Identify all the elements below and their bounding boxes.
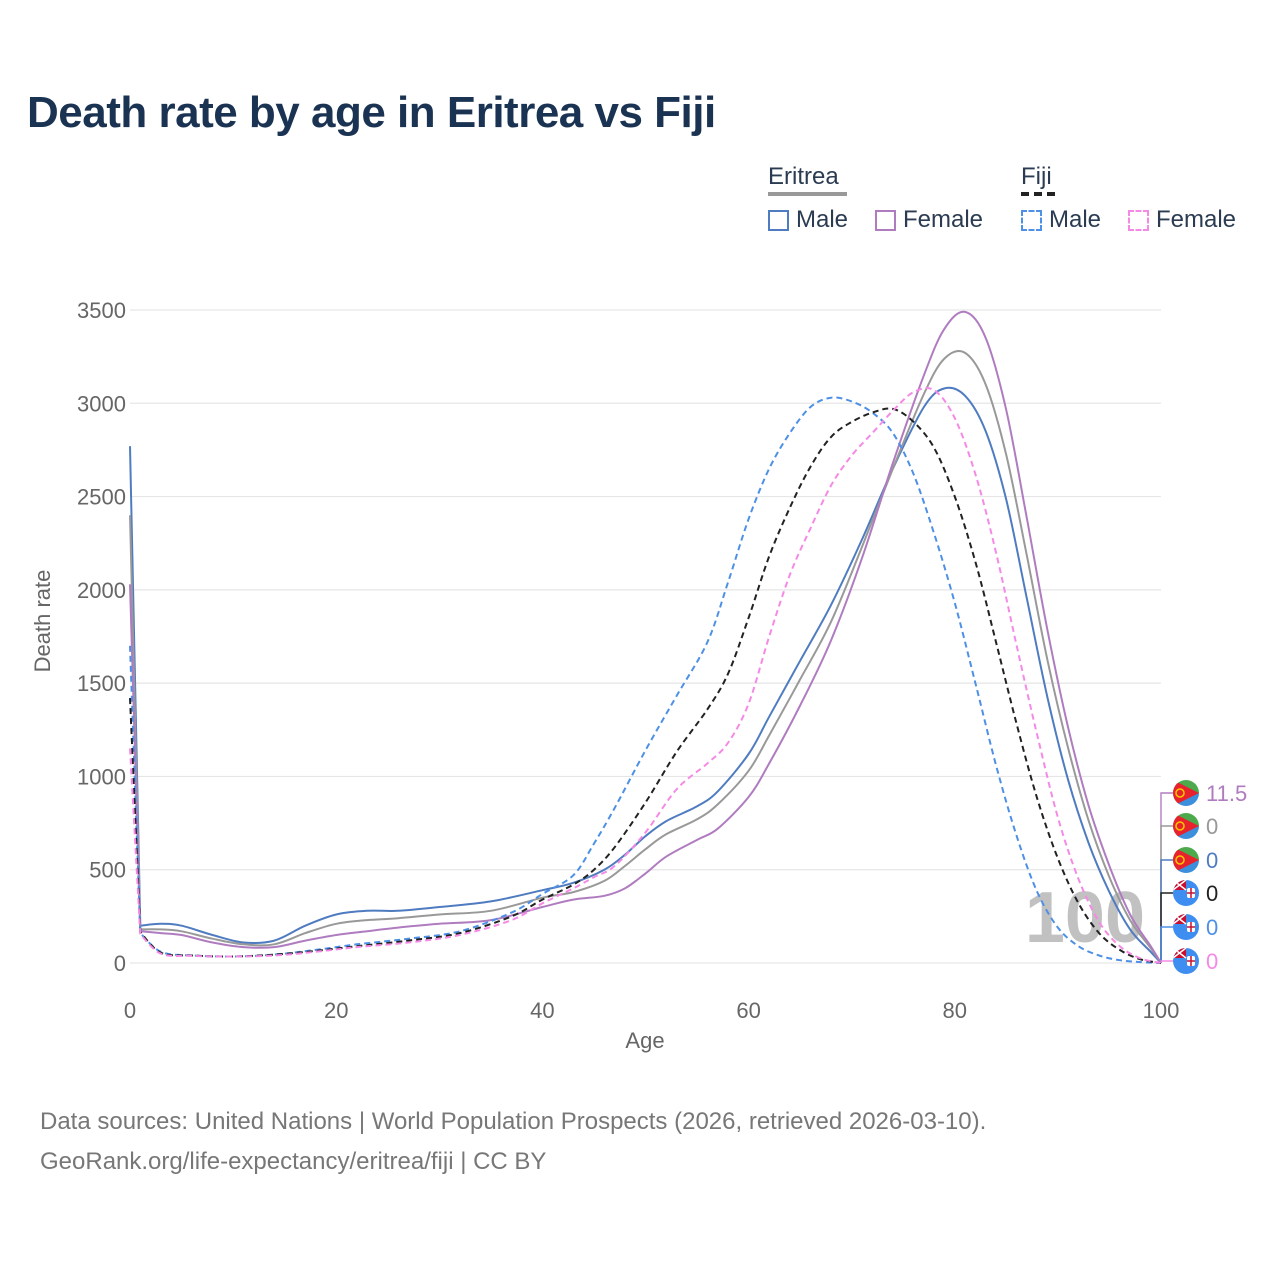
end-label-value: 0 [1206,881,1218,906]
y-axis-label: Death rate [30,570,55,673]
legend-eritrea-female-swatch [875,209,896,231]
end-label-eritrea-male: 0 [1160,847,1218,963]
end-label-value: 0 [1206,949,1218,974]
y-tick-label: 1500 [77,671,126,696]
y-tick-label: 2500 [77,485,126,510]
fiji-flag-icon [1173,914,1199,940]
legend-fiji-male[interactable]: Male [1021,206,1101,234]
legend-eritrea-swatch [768,192,847,196]
x-tick-label: 0 [124,998,136,1023]
y-tick-label: 3000 [77,391,126,416]
series-line-fiji-male[interactable] [129,396,1162,964]
end-label-connector [1160,792,1173,963]
series-line-eritrea-female[interactable] [129,310,1162,964]
legend-eritrea-male-swatch [768,209,789,231]
legend-eritrea-female-label: Female [903,206,984,233]
legend-eritrea-male[interactable]: Male [768,206,848,234]
end-label-value: 11.5 [1206,781,1247,806]
y-tick-label: 500 [89,858,126,883]
end-labels: 11.5 0 0 0 0 0 [1160,780,1247,974]
end-label-value: 0 [1206,915,1218,940]
x-tick-label: 100 [1143,998,1180,1023]
eritrea-flag-icon [1173,847,1199,873]
legend-fiji-swatch [1021,192,1055,196]
y-tick-label: 3500 [77,298,126,323]
end-label-value: 0 [1206,814,1218,839]
end-label-connector [1160,960,1173,963]
legend-fiji-female[interactable]: Female [1128,206,1236,234]
legend-eritrea-title: Eritrea [768,163,839,190]
chart-title: Death rate by age in Eritrea vs Fiji [27,88,716,137]
x-tick-labels: 0 20 40 60 80 100 [124,998,1179,1023]
end-label-connector [1160,892,1173,963]
eritrea-flag-icon [1173,813,1199,839]
footer-sources: Data sources: United Nations | World Pop… [40,1108,987,1135]
footer-link[interactable]: GeoRank.org/life-expectancy/eritrea/fiji… [40,1148,547,1175]
legend-eritrea-male-label: Male [796,206,849,233]
grid-lines [130,309,1161,964]
end-label-fiji-both: 0 [1160,880,1218,963]
y-tick-label: 1000 [77,764,126,789]
fiji-flag-icon [1173,948,1199,974]
series-lines [129,310,1162,964]
end-label-connector [1160,859,1173,963]
legend-fiji-title: Fiji [1021,163,1052,190]
legend-fiji-female-swatch [1128,209,1149,231]
series-line-fiji-female[interactable] [129,387,1162,964]
end-label-fiji-female: 0 [1160,948,1218,974]
end-label-eritrea-both: 0 [1160,813,1218,963]
series-line-eritrea-male[interactable] [129,386,1162,964]
legend-fiji-male-swatch [1021,209,1042,231]
x-tick-label: 80 [943,998,967,1023]
legend-eritrea-female[interactable]: Female [875,206,983,234]
y-tick-label: 0 [114,951,126,976]
fiji-flag-icon [1173,880,1199,906]
age-watermark: 100 [1025,878,1145,958]
y-tick-labels: 0 500 1000 1500 2000 2500 3000 3500 [77,298,126,976]
x-tick-label: 60 [736,998,760,1023]
x-axis-label: Age [625,1028,664,1053]
end-label-connector [1160,926,1173,963]
x-tick-label: 40 [530,998,554,1023]
eritrea-flag-icon [1173,780,1199,806]
x-tick-label: 20 [324,998,348,1023]
legend-fiji-female-label: Female [1156,206,1237,233]
end-label-eritrea-female: 11.5 [1160,780,1247,963]
y-tick-label: 2000 [77,578,126,603]
series-line-eritrea-both[interactable] [129,349,1162,964]
end-label-connector [1160,825,1173,963]
series-line-fiji-both[interactable] [129,407,1162,964]
end-label-value: 0 [1206,848,1218,873]
legend-fiji-male-label: Male [1049,206,1102,233]
